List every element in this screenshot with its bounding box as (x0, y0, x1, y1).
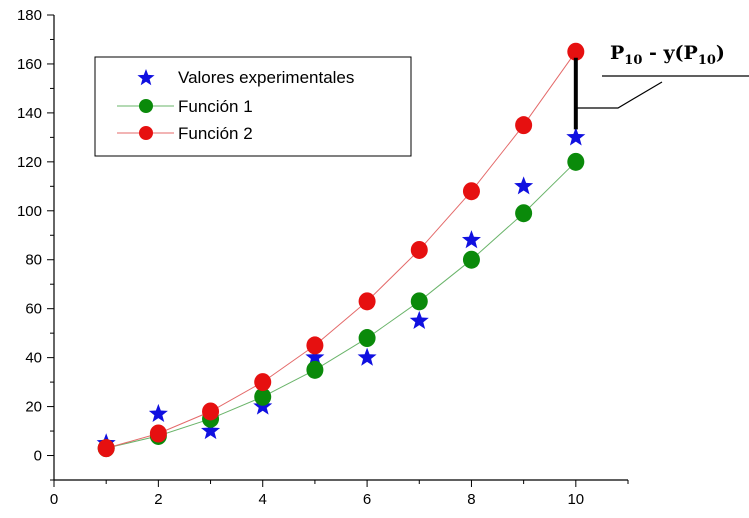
x-tick-label: 10 (567, 491, 584, 508)
data-point-star (514, 176, 534, 195)
legend-label-experimental: Valores experimentales (178, 68, 354, 87)
data-point-funcion-1 (358, 329, 376, 348)
y-tick-label: 100 (17, 203, 42, 220)
y-tick-label: 0 (34, 448, 42, 465)
data-point-star (357, 347, 377, 366)
data-point-funcion-2 (358, 292, 376, 311)
y-tick-label: 180 (17, 7, 42, 24)
y-tick-label: 20 (25, 399, 42, 416)
annotation-leader-line (576, 81, 663, 109)
series-line-3 (106, 51, 577, 449)
x-tick-label: 6 (363, 491, 371, 508)
data-point-funcion-2 (254, 373, 272, 392)
data-point-funcion-2 (515, 116, 533, 135)
series-layer (96, 42, 586, 458)
data-point-funcion-2 (149, 424, 167, 443)
x-tick-label: 8 (467, 491, 475, 508)
data-point-funcion-2 (462, 182, 480, 201)
annotation: P10 - y(P10) (573, 42, 749, 130)
data-point-star (305, 347, 325, 366)
x-ticks: 0 2 4 6 8 10 (50, 480, 629, 508)
data-point-star (148, 403, 168, 423)
data-point-funcion-1 (254, 387, 272, 406)
y-tick-label: 140 (17, 105, 42, 122)
x-tick-label: 4 (259, 491, 267, 508)
data-point-star (566, 127, 586, 146)
legend-marker-funcion-1 (139, 99, 153, 113)
data-point-funcion-1 (515, 204, 533, 223)
legend-marker-funcion-2 (139, 126, 153, 140)
legend-label-funcion-2: Función 2 (178, 124, 253, 143)
annotation-sub-2: 10 (698, 53, 716, 68)
x-tick-label: 0 (50, 491, 58, 508)
annotation-close: ) (716, 42, 725, 64)
y-tick-label: 160 (17, 56, 42, 73)
data-point-funcion-2 (202, 402, 220, 421)
data-point-funcion-2 (567, 42, 585, 61)
annotation-p: P (610, 42, 624, 64)
legend-item-funcion-1: Función 1 (117, 97, 253, 116)
y-tick-label: 60 (25, 301, 42, 318)
data-point-star (461, 230, 481, 249)
y-tick-label: 40 (25, 350, 42, 367)
legend-star-icon (137, 69, 155, 86)
annotation-middle: - y(P (642, 42, 697, 64)
annotation-sub-1: 10 (624, 53, 642, 68)
y-ticks: 0 20 40 60 80 100 120 140 160 180 (17, 7, 54, 481)
y-tick-label: 80 (25, 252, 42, 269)
series-line-2 (106, 161, 577, 449)
axes: 0 2 4 6 8 10 0 20 40 60 80 100 120 140 160 180 (17, 7, 629, 508)
legend-item-funcion-2: Función 2 (117, 124, 253, 143)
data-point-star (201, 421, 221, 440)
annotation-label: P10 - y(P10) (610, 42, 725, 68)
legend: Valores experimentales Función 1 Función… (94, 56, 412, 157)
data-point-star (409, 310, 429, 330)
data-point-funcion-1 (410, 292, 428, 311)
data-point-funcion-1 (306, 360, 324, 379)
data-point-funcion-1 (462, 250, 480, 269)
y-tick-label: 120 (17, 154, 42, 171)
legend-label-funcion-1: Función 1 (178, 97, 253, 116)
x-tick-label: 2 (154, 491, 162, 508)
legend-item-experimental: Valores experimentales (137, 68, 354, 87)
data-point-funcion-2 (410, 240, 428, 259)
data-point-funcion-2 (306, 336, 324, 355)
data-point-funcion-2 (97, 439, 115, 458)
data-point-funcion-1 (567, 152, 585, 171)
